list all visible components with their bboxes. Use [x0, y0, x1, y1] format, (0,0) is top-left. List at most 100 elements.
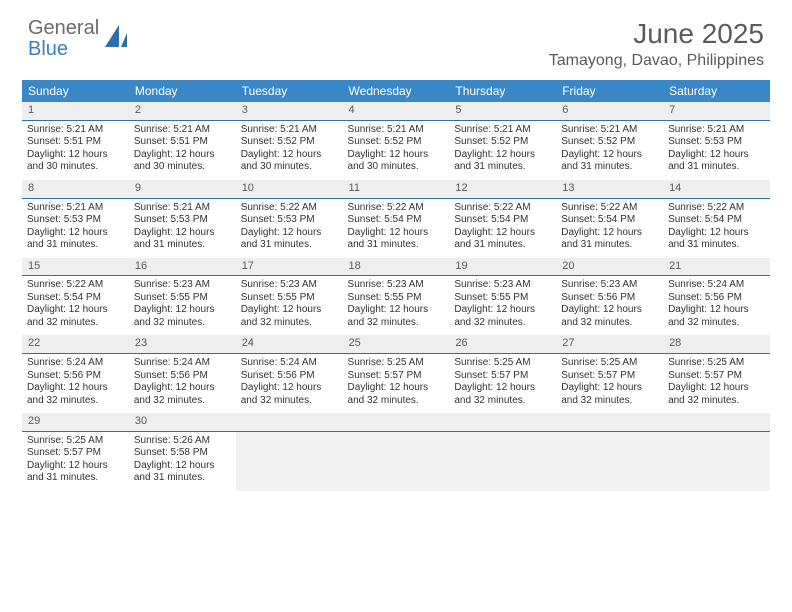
- sunrise-line: Sunrise: 5:24 AM: [27, 357, 124, 370]
- daylight-line: Daylight: 12 hours and 32 minutes.: [241, 382, 338, 407]
- day-number-cell: 12: [449, 180, 556, 198]
- empty-cell: [663, 431, 770, 491]
- sunset-line: Sunset: 5:56 PM: [561, 292, 658, 305]
- sunrise-line: Sunrise: 5:21 AM: [668, 124, 765, 137]
- daylight-line: Daylight: 12 hours and 31 minutes.: [561, 227, 658, 252]
- daylight-line: Daylight: 12 hours and 32 minutes.: [561, 304, 658, 329]
- day-cell: Sunrise: 5:25 AMSunset: 5:57 PMDaylight:…: [663, 354, 770, 414]
- empty-cell: [556, 431, 663, 491]
- daylight-line: Daylight: 12 hours and 30 minutes.: [27, 149, 124, 174]
- daylight-line: Daylight: 12 hours and 31 minutes.: [454, 149, 551, 174]
- day-cell: Sunrise: 5:22 AMSunset: 5:54 PMDaylight:…: [449, 198, 556, 258]
- day-number-cell: 15: [22, 258, 129, 276]
- daylight-line: Daylight: 12 hours and 31 minutes.: [561, 149, 658, 174]
- sunrise-line: Sunrise: 5:24 AM: [134, 357, 231, 370]
- day-number-cell: 29: [22, 413, 129, 431]
- sunrise-line: Sunrise: 5:23 AM: [454, 279, 551, 292]
- day-cell: Sunrise: 5:22 AMSunset: 5:54 PMDaylight:…: [663, 198, 770, 258]
- sunset-line: Sunset: 5:52 PM: [561, 136, 658, 149]
- sunrise-line: Sunrise: 5:25 AM: [561, 357, 658, 370]
- sunrise-line: Sunrise: 5:21 AM: [134, 202, 231, 215]
- sunrise-line: Sunrise: 5:23 AM: [241, 279, 338, 292]
- daylight-line: Daylight: 12 hours and 32 minutes.: [27, 304, 124, 329]
- sunset-line: Sunset: 5:52 PM: [348, 136, 445, 149]
- daylight-line: Daylight: 12 hours and 31 minutes.: [27, 227, 124, 252]
- calendar-body: 1234567Sunrise: 5:21 AMSunset: 5:51 PMDa…: [22, 102, 770, 491]
- sunrise-line: Sunrise: 5:21 AM: [348, 124, 445, 137]
- sunrise-line: Sunrise: 5:21 AM: [27, 202, 124, 215]
- week-row: Sunrise: 5:22 AMSunset: 5:54 PMDaylight:…: [22, 276, 770, 336]
- day-cell: Sunrise: 5:23 AMSunset: 5:55 PMDaylight:…: [236, 276, 343, 336]
- day-number-cell: 9: [129, 180, 236, 198]
- weekday-header-row: Sunday Monday Tuesday Wednesday Thursday…: [22, 80, 770, 102]
- day-cell: Sunrise: 5:21 AMSunset: 5:51 PMDaylight:…: [22, 120, 129, 180]
- daylight-line: Daylight: 12 hours and 31 minutes.: [27, 460, 124, 485]
- day-cell: Sunrise: 5:21 AMSunset: 5:52 PMDaylight:…: [236, 120, 343, 180]
- sunset-line: Sunset: 5:56 PM: [668, 292, 765, 305]
- day-number-row: 2930: [22, 413, 770, 431]
- day-number-cell: 3: [236, 102, 343, 120]
- sunrise-line: Sunrise: 5:23 AM: [134, 279, 231, 292]
- daylight-line: Daylight: 12 hours and 30 minutes.: [134, 149, 231, 174]
- sunset-line: Sunset: 5:55 PM: [241, 292, 338, 305]
- day-number-cell: 19: [449, 258, 556, 276]
- sunrise-line: Sunrise: 5:21 AM: [134, 124, 231, 137]
- day-number-row: 891011121314: [22, 180, 770, 198]
- sunset-line: Sunset: 5:53 PM: [668, 136, 765, 149]
- day-cell: Sunrise: 5:21 AMSunset: 5:53 PMDaylight:…: [663, 120, 770, 180]
- day-number-cell: 28: [663, 335, 770, 353]
- daylight-line: Daylight: 12 hours and 31 minutes.: [241, 227, 338, 252]
- weekday-header: Sunday: [22, 80, 129, 102]
- sunset-line: Sunset: 5:54 PM: [561, 214, 658, 227]
- sunrise-line: Sunrise: 5:26 AM: [134, 435, 231, 448]
- day-cell: Sunrise: 5:22 AMSunset: 5:53 PMDaylight:…: [236, 198, 343, 258]
- day-number-cell: [663, 413, 770, 431]
- sunrise-line: Sunrise: 5:22 AM: [561, 202, 658, 215]
- week-row: Sunrise: 5:24 AMSunset: 5:56 PMDaylight:…: [22, 354, 770, 414]
- day-number-row: 15161718192021: [22, 258, 770, 276]
- day-cell: Sunrise: 5:22 AMSunset: 5:54 PMDaylight:…: [22, 276, 129, 336]
- day-number-cell: 20: [556, 258, 663, 276]
- sunset-line: Sunset: 5:54 PM: [454, 214, 551, 227]
- day-number-row: 22232425262728: [22, 335, 770, 353]
- sunset-line: Sunset: 5:54 PM: [668, 214, 765, 227]
- location-subtitle: Tamayong, Davao, Philippines: [549, 52, 764, 70]
- daylight-line: Daylight: 12 hours and 32 minutes.: [561, 382, 658, 407]
- sunset-line: Sunset: 5:54 PM: [27, 292, 124, 305]
- sunset-line: Sunset: 5:51 PM: [134, 136, 231, 149]
- day-cell: Sunrise: 5:24 AMSunset: 5:56 PMDaylight:…: [129, 354, 236, 414]
- day-number-cell: 2: [129, 102, 236, 120]
- day-number-cell: 23: [129, 335, 236, 353]
- day-cell: Sunrise: 5:26 AMSunset: 5:58 PMDaylight:…: [129, 431, 236, 491]
- sunset-line: Sunset: 5:53 PM: [27, 214, 124, 227]
- day-number-cell: 21: [663, 258, 770, 276]
- sunset-line: Sunset: 5:57 PM: [454, 370, 551, 383]
- sunset-line: Sunset: 5:54 PM: [348, 214, 445, 227]
- daylight-line: Daylight: 12 hours and 32 minutes.: [27, 382, 124, 407]
- day-cell: Sunrise: 5:22 AMSunset: 5:54 PMDaylight:…: [343, 198, 450, 258]
- sunrise-line: Sunrise: 5:25 AM: [668, 357, 765, 370]
- day-cell: Sunrise: 5:22 AMSunset: 5:54 PMDaylight:…: [556, 198, 663, 258]
- month-title: June 2025: [549, 18, 764, 50]
- logo-word-blue: Blue: [28, 38, 68, 60]
- day-cell: Sunrise: 5:25 AMSunset: 5:57 PMDaylight:…: [556, 354, 663, 414]
- sunrise-line: Sunrise: 5:24 AM: [241, 357, 338, 370]
- sunset-line: Sunset: 5:55 PM: [348, 292, 445, 305]
- day-cell: Sunrise: 5:23 AMSunset: 5:55 PMDaylight:…: [449, 276, 556, 336]
- title-block: June 2025 Tamayong, Davao, Philippines: [549, 18, 764, 70]
- sunset-line: Sunset: 5:56 PM: [27, 370, 124, 383]
- daylight-line: Daylight: 12 hours and 31 minutes.: [134, 227, 231, 252]
- day-number-cell: 6: [556, 102, 663, 120]
- day-cell: Sunrise: 5:21 AMSunset: 5:52 PMDaylight:…: [556, 120, 663, 180]
- day-number-cell: 5: [449, 102, 556, 120]
- day-number-cell: [343, 413, 450, 431]
- day-number-cell: [236, 413, 343, 431]
- brand-logo: General Blue: [28, 18, 129, 60]
- day-cell: Sunrise: 5:21 AMSunset: 5:53 PMDaylight:…: [129, 198, 236, 258]
- empty-cell: [236, 431, 343, 491]
- daylight-line: Daylight: 12 hours and 30 minutes.: [348, 149, 445, 174]
- daylight-line: Daylight: 12 hours and 32 minutes.: [134, 382, 231, 407]
- sunset-line: Sunset: 5:56 PM: [241, 370, 338, 383]
- sunrise-line: Sunrise: 5:22 AM: [241, 202, 338, 215]
- day-cell: Sunrise: 5:24 AMSunset: 5:56 PMDaylight:…: [22, 354, 129, 414]
